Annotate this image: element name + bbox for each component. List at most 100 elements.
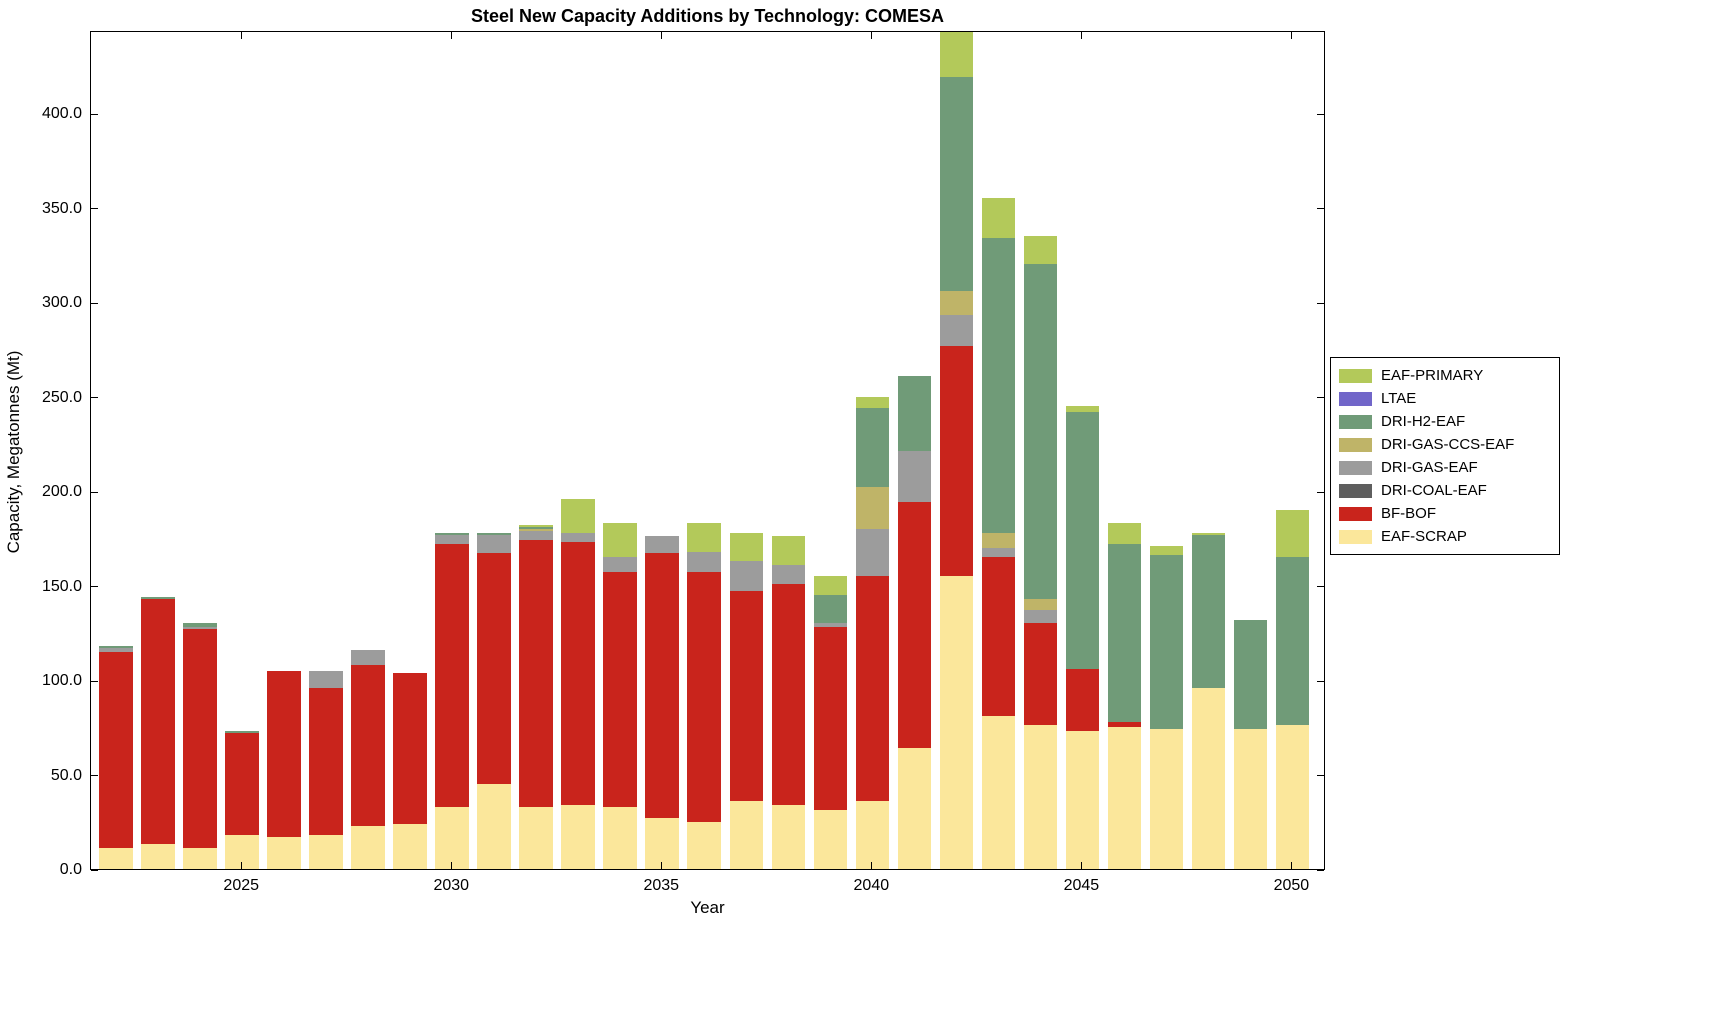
bar-segment-dri-gas-eaf [687, 551, 722, 573]
bar-segment-dri-gas-eaf [981, 547, 1016, 558]
y-tick-mark [91, 113, 98, 115]
bar-segment-bf-bof [477, 553, 512, 784]
x-tick-mark [660, 862, 662, 869]
bar-segment-eaf-scrap [1275, 725, 1310, 869]
y-tick-mark [1317, 775, 1324, 777]
bar-year-2028 [351, 649, 386, 869]
bar-segment-dri-h2-eaf [1149, 555, 1184, 730]
bar-segment-dri-h2-eaf [981, 237, 1016, 533]
x-tick-mark [1080, 862, 1082, 869]
bar-segment-bf-bof [351, 664, 386, 826]
y-tick-label: 100.0 [41, 672, 82, 690]
y-tick-label: 50.0 [50, 766, 82, 784]
bar-segment-dri-gas-ccs-eaf [981, 532, 1016, 548]
bar-segment-bf-bof [435, 544, 470, 807]
legend-swatch-dri-gas-ccs-eaf [1339, 437, 1372, 452]
bar-year-2022 [99, 646, 133, 869]
bar-segment-bf-bof [771, 583, 806, 805]
legend-entry-eaf-scrap: EAF-SCRAP [1339, 525, 1551, 548]
bar-segment-dri-gas-eaf [99, 647, 133, 652]
bar-year-2045 [1065, 406, 1100, 869]
bar-segment-bf-bof [981, 557, 1016, 716]
bar-year-2040 [855, 396, 890, 869]
bar-segment-eaf-scrap [813, 810, 848, 869]
legend-entry-eaf-primary: EAF-PRIMARY [1339, 364, 1551, 387]
bar-segment-bf-bof [99, 651, 133, 849]
bar-segment-dri-gas-eaf [645, 536, 680, 554]
bar-year-2043 [981, 198, 1016, 869]
x-tick-mark [450, 862, 452, 869]
bar-segment-bf-bof [687, 572, 722, 822]
bar-segment-dri-gas-eaf [435, 534, 470, 544]
bar-segment-bf-bof [561, 542, 596, 805]
legend-swatch-eaf-scrap [1339, 529, 1372, 544]
y-tick-label: 200.0 [41, 483, 82, 501]
bar-segment-eaf-primary [1149, 545, 1184, 556]
legend-entry-dri-gas-eaf: DRI-GAS-EAF [1339, 456, 1551, 479]
bar-segment-eaf-scrap [1191, 687, 1226, 869]
bar-segment-eaf-primary [1107, 523, 1142, 544]
bar-segment-eaf-scrap [1149, 729, 1184, 869]
bar-year-2025 [225, 731, 259, 869]
bar-year-2033 [561, 498, 596, 869]
bar-segment-dri-gas-eaf [729, 561, 764, 592]
legend-label: DRI-COAL-EAF [1381, 482, 1487, 499]
bar-segment-eaf-scrap [771, 804, 806, 869]
legend-label: BF-BOF [1381, 505, 1436, 522]
bar-segment-dri-h2-eaf [897, 375, 932, 452]
y-tick-mark [1317, 302, 1324, 304]
bar-segment-eaf-primary [687, 523, 722, 552]
bar-segment-bf-bof [519, 540, 554, 807]
bar-segment-dri-h2-eaf [141, 596, 175, 599]
bar-year-2042 [939, 31, 974, 869]
bar-segment-dri-gas-eaf [813, 623, 848, 628]
bar-segment-bf-bof [1065, 668, 1100, 732]
bar-segment-bf-bof [813, 627, 848, 811]
bar-segment-eaf-scrap [897, 748, 932, 869]
x-tick-mark [870, 862, 872, 869]
x-tick-mark [450, 32, 452, 39]
bar-segment-dri-h2-eaf [1023, 264, 1058, 599]
bar-segment-eaf-scrap [729, 800, 764, 869]
y-tick-mark [91, 869, 98, 871]
legend-entry-dri-coal-eaf: DRI-COAL-EAF [1339, 479, 1551, 502]
bar-segment-eaf-scrap [225, 835, 259, 869]
y-tick-mark [1317, 491, 1324, 493]
bar-segment-dri-h2-eaf [813, 595, 848, 624]
bar-segment-bf-bof [1023, 623, 1058, 726]
bar-segment-eaf-scrap [1233, 729, 1268, 869]
bar-segment-eaf-scrap [351, 825, 386, 869]
bar-year-2035 [645, 536, 680, 869]
bar-segment-bf-bof [309, 687, 344, 835]
bar-year-2038 [771, 536, 806, 869]
x-tick-mark [1290, 862, 1292, 869]
bar-segment-dri-gas-eaf [561, 532, 596, 543]
bar-segment-eaf-scrap [309, 835, 344, 869]
y-tick-label: 300.0 [41, 294, 82, 312]
bar-segment-eaf-primary [1275, 509, 1310, 558]
bar-segment-dri-gas-ccs-eaf [855, 487, 890, 529]
x-tick-mark [660, 32, 662, 39]
bar-segment-eaf-scrap [99, 848, 133, 869]
bar-year-2031 [477, 532, 512, 869]
bar-year-2047 [1149, 545, 1184, 869]
bar-segment-bf-bof [939, 345, 974, 577]
bar-segment-bf-bof [729, 591, 764, 801]
bar-segment-eaf-primary [1023, 235, 1058, 265]
y-tick-mark [1317, 586, 1324, 588]
legend-entry-bf-bof: BF-BOF [1339, 502, 1551, 525]
bar-segment-eaf-primary [981, 198, 1016, 238]
x-axis-label: Year [690, 898, 725, 917]
legend-swatch-dri-coal-eaf [1339, 483, 1372, 498]
bar-year-2050 [1275, 509, 1310, 869]
x-tick-mark [240, 862, 242, 869]
bar-segment-eaf-scrap [183, 848, 217, 869]
bar-segment-dri-h2-eaf [99, 646, 133, 648]
y-tick-mark [1317, 208, 1324, 210]
bar-segment-dri-gas-eaf [603, 557, 638, 573]
bar-year-2029 [393, 672, 428, 869]
bar-year-2041 [897, 375, 932, 869]
legend-label: LTAE [1381, 390, 1417, 407]
bar-segment-dri-gas-ccs-eaf [1023, 598, 1058, 611]
y-tick-mark [1317, 397, 1324, 399]
